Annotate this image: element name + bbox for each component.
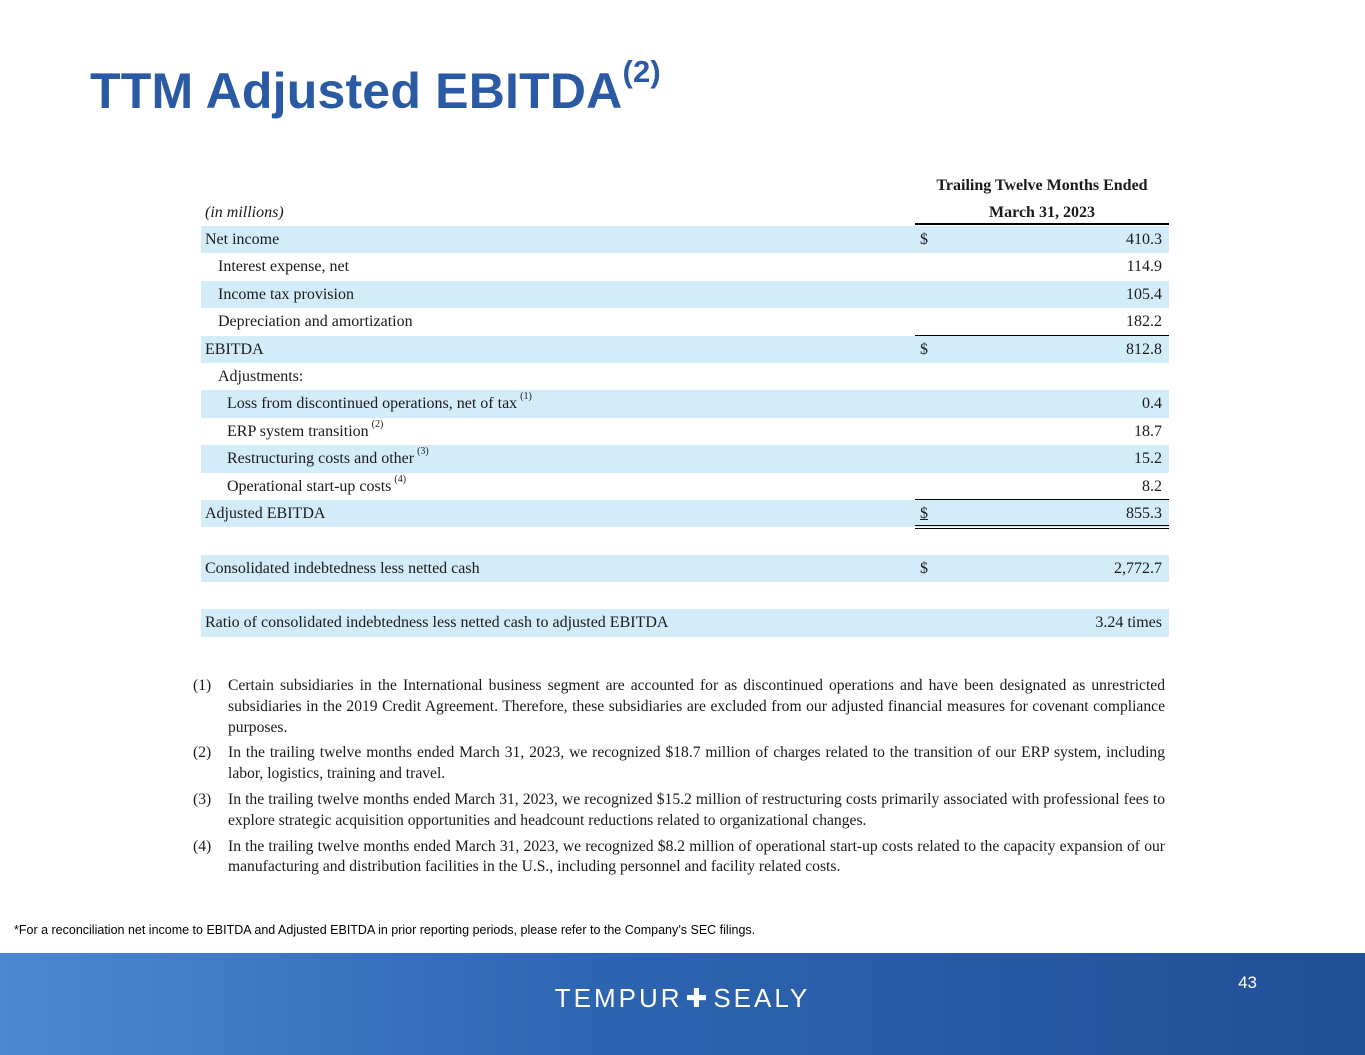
row-label: ERP system transition (2) [227,418,384,440]
header-rule [915,223,1169,225]
note-2: (2) In the trailing twelve months ended … [193,743,1165,785]
table-row-ebitda: EBITDA $ 812.8 [201,334,1169,363]
reconciliation-footnote: *For a reconciliation net income to EBIT… [14,923,756,937]
footer-bar: TEMPUR ✚ SEALY 43 [0,953,1365,1055]
row-label: Net income [205,231,280,248]
row-value: 18.7 [1134,422,1162,440]
table-row-startup: Operational start-up costs (4) 8.2 [201,473,1169,500]
note-ref: (2) [371,418,384,430]
note-number: (3) [193,790,212,808]
row-value: 812.8 [1126,340,1162,358]
row-label: EBITDA [205,340,264,358]
page-title: TTM Adjusted EBITDA(2) [90,54,661,119]
note-ref: (1) [520,391,532,403]
table-row-restructuring: Restructuring costs and other (3) 15.2 [201,445,1169,473]
row-value: 410.3 [1126,231,1162,248]
row-value: 0.4 [1142,395,1162,413]
note-ref: (3) [417,446,429,458]
currency-symbol: $ [920,559,928,577]
row-label: Loss from discontinued operations, net o… [227,391,532,413]
table-row-adjusted-ebitda: Adjusted EBITDA $ 855.3 [201,498,1169,530]
note-number: (1) [193,677,212,694]
row-value: 15.2 [1134,450,1162,468]
row-label: Adjustments: [218,367,304,385]
row-label: Depreciation and amortization [218,313,413,331]
brand-logo: TEMPUR ✚ SEALY [554,983,811,1013]
subtotal-rule [915,334,1169,336]
table-spacer [201,527,1169,554]
row-label: Income tax provision [218,285,354,303]
table-row-interest: Interest expense, net 114.9 [201,253,1169,280]
table-row-indebtedness: Consolidated indebtedness less netted ca… [201,554,1169,583]
title-footnote-ref: (2) [622,54,661,89]
page-number: 43 [1238,973,1257,992]
currency-symbol: $ [920,504,928,522]
currency-symbol: $ [920,231,928,248]
table-row-depreciation: Depreciation and amortization 182.2 [201,308,1169,335]
row-label: Ratio of consolidated indebtedness less … [205,614,669,632]
note-text: In the trailing twelve months ended Marc… [228,837,1165,876]
subtotal-rule [915,498,1169,500]
units-label: (in millions) [205,204,284,221]
table-row-discontinued-ops: Loss from discontinued operations, net o… [201,390,1169,418]
row-value: 182.2 [1126,313,1162,331]
row-label: Adjusted EBITDA [205,504,326,522]
column-header: Trailing Twelve Months Ended March 31, 2… [936,177,1148,221]
note-text: In the trailing twelve months ended Marc… [228,744,1165,783]
table-row-adjustments: Adjustments: [201,363,1169,390]
row-label: Interest expense, net [218,258,350,276]
row-value: 8.2 [1142,477,1162,495]
note-3: (3) In the trailing twelve months ended … [193,790,1165,832]
table-row-income-tax: Income tax provision 105.4 [201,280,1169,309]
table-notes: (1) Certain subsidiaries in the Internat… [193,676,1165,883]
note-text: In the trailing twelve months ended Marc… [228,790,1165,829]
table-spacer [201,582,1169,609]
currency-symbol: $ [920,340,928,358]
table-row-net-income: Net income $ 410.3 [201,226,1169,254]
row-value: 3.24 times [1095,614,1162,632]
row-value: 114.9 [1126,258,1162,276]
note-ref: (4) [394,473,407,485]
plus-icon: ✚ [685,983,711,1013]
note-number: (4) [193,837,212,855]
ebitda-table: (in millions) Trailing Twelve Months End… [201,172,1169,637]
row-label: Consolidated indebtedness less netted ca… [205,559,480,577]
note-number: (2) [193,744,212,762]
row-value: 2,772.7 [1114,559,1162,577]
total-double-rule [915,525,1169,530]
note-4: (4) In the trailing twelve months ended … [193,837,1165,879]
table-row-leverage-ratio: Ratio of consolidated indebtedness less … [201,609,1169,637]
table-row-erp: ERP system transition (2) 18.7 [201,418,1169,445]
note-text: Certain subsidiaries in the Internationa… [228,677,1165,736]
row-label: Operational start-up costs (4) [227,473,407,495]
note-1: (1) Certain subsidiaries in the Internat… [193,676,1165,738]
table-header: (in millions) Trailing Twelve Months End… [201,172,1169,226]
row-value: 105.4 [1126,285,1162,303]
row-label: Restructuring costs and other (3) [227,446,429,468]
row-value: 855.3 [1126,504,1162,522]
